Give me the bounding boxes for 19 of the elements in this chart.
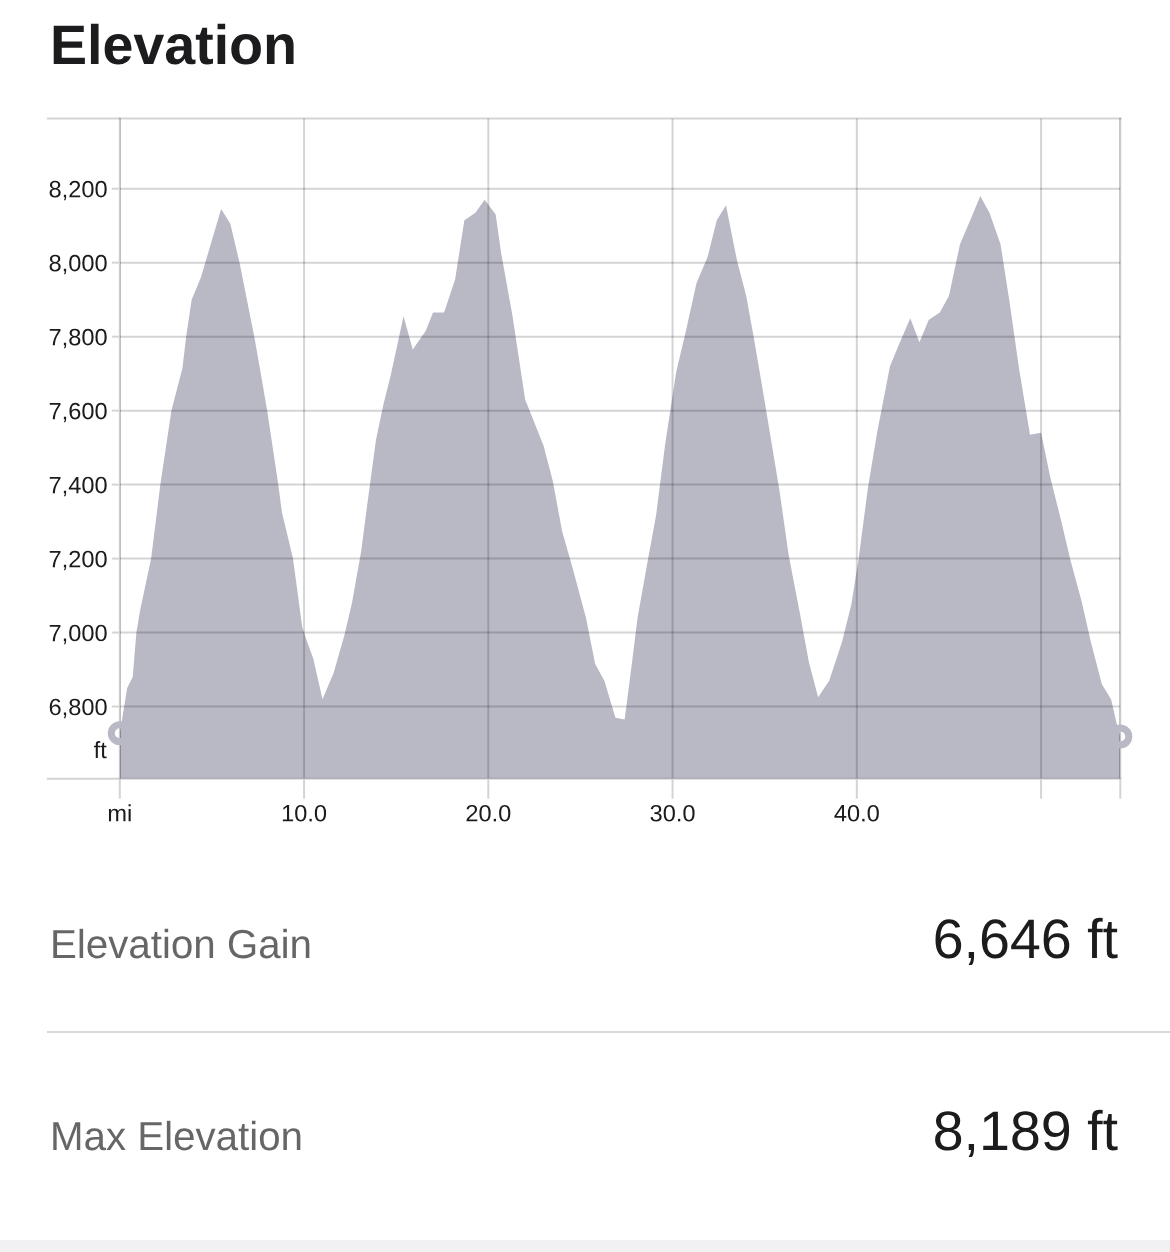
x-tick-label: 40.0: [834, 804, 879, 822]
y-tick-label: 7,200: [49, 550, 107, 571]
y-tick-label: 7,400: [49, 476, 107, 497]
x-tick-label: 10.0: [282, 804, 327, 822]
x-tick-label: 30.0: [650, 804, 695, 822]
y-tick-label: 7,600: [49, 402, 107, 423]
text: Max Elevation: [53, 1120, 301, 1151]
y-tick-label: 7,000: [49, 624, 107, 645]
text: Elevation Gain: [53, 928, 310, 959]
y-tick-label: 8,000: [49, 254, 107, 275]
y-tick-label: 6,800: [49, 698, 107, 719]
text: 8,189 ft: [935, 1109, 1118, 1158]
y-tick-label: 8,200: [49, 180, 107, 201]
x-tick-label: mi: [108, 804, 131, 822]
text: 6,646 ft: [935, 917, 1118, 966]
x-tick-label: 20.0: [466, 804, 511, 822]
y-axis-title: ft: [94, 741, 107, 759]
y-tick-label: 7,800: [49, 328, 107, 349]
chart-title: Elevation: [53, 23, 294, 65]
